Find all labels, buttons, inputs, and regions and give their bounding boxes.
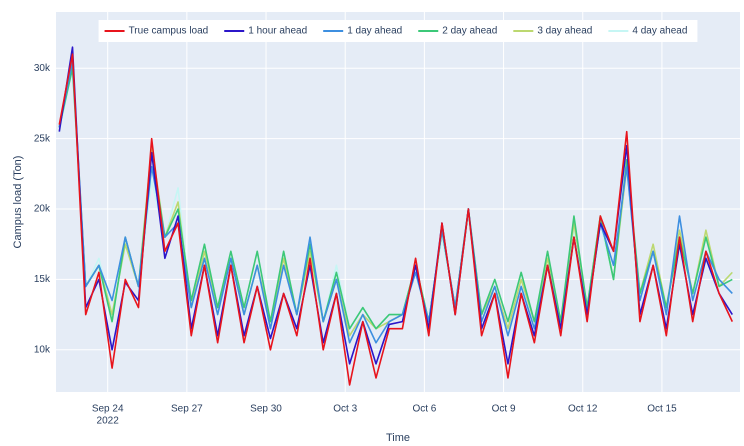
x-tick-label: Oct 6 — [412, 404, 436, 415]
y-tick-label: 15k — [34, 274, 51, 285]
x-tick-label: Oct 12 — [568, 404, 598, 415]
legend-box — [98, 20, 698, 42]
series-line — [58, 53, 734, 386]
x-tick-label: Oct 9 — [492, 404, 516, 415]
series-line — [58, 60, 733, 344]
legend-label: 1 hour ahead — [248, 26, 307, 37]
y-tick-label: 25k — [34, 133, 51, 144]
x-tick-label: Sep 30 — [250, 404, 282, 415]
x-tick-label: Oct 3 — [333, 404, 357, 415]
legend-label: 1 day ahead — [347, 26, 402, 37]
legend: True campus load 1 hour ahead 1 day ahead 2… — [98, 20, 698, 42]
legend-label: 2 day ahead — [442, 26, 497, 37]
y-tick-label: 20k — [34, 204, 51, 215]
legend-label: True campus load — [129, 26, 209, 37]
legend-label: 3 day ahead — [537, 26, 592, 37]
x-tick-label: Oct 15 — [647, 404, 677, 415]
y-axis-title: Campus load (Ton) — [12, 156, 24, 249]
lines — [58, 46, 734, 386]
x-tick-label: Sep 27 — [171, 404, 203, 415]
x-year-label: 2022 — [97, 416, 120, 427]
grid — [56, 12, 740, 392]
y-tick-label: 30k — [34, 63, 51, 74]
legend-label: 4 day ahead — [632, 26, 687, 37]
x-tick-label: Sep 24 — [92, 404, 124, 415]
x-axis-title: Time — [386, 432, 410, 444]
y-tick-label: 10k — [34, 344, 51, 355]
